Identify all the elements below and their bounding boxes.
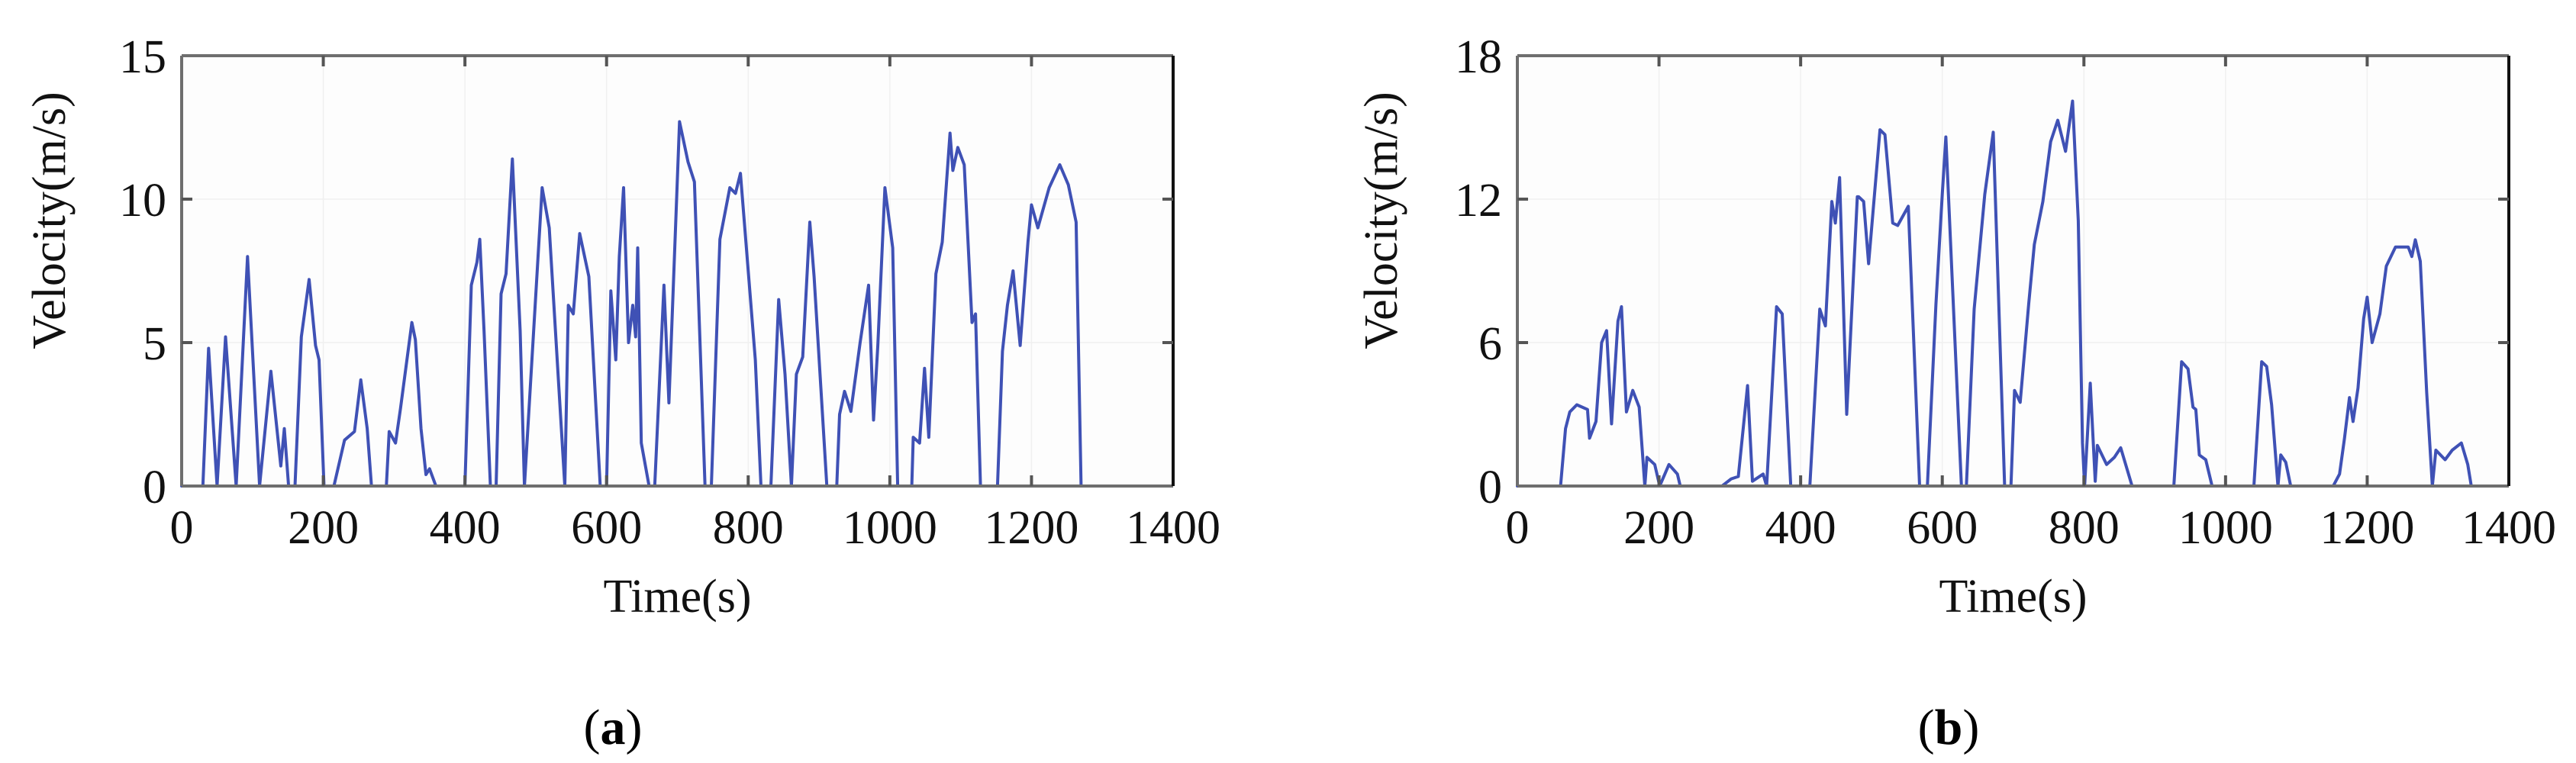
x-tick-label: 400 (1765, 502, 1836, 554)
y-tick-label: 5 (143, 318, 166, 370)
x-tick-label: 800 (713, 502, 784, 554)
caption-close-paren: ) (1962, 700, 1979, 755)
x-axis-label: Time(s) (1939, 571, 2087, 623)
velocity-chart-a: 0 200 400 600 800 1000 1200 1400 0 5 10 15 Time(s) Ve… (24, 31, 1220, 755)
velocity-line (180, 120, 1111, 488)
y-tick-label: 10 (119, 175, 166, 227)
x-tick-label: 1000 (2178, 502, 2273, 554)
caption-open-paren: ( (1918, 700, 1935, 755)
y-tick-label: 12 (1455, 175, 1502, 227)
panel-caption: (b) (1918, 700, 1980, 755)
x-tick-label: 600 (1907, 502, 1978, 554)
caption-letter: b (1935, 700, 1963, 755)
x-axis-label: Time(s) (603, 571, 751, 623)
x-tick-label: 800 (2049, 502, 2120, 554)
y-tick-label: 6 (1478, 318, 1502, 370)
x-tick-label: 1200 (984, 502, 1078, 554)
caption-open-paren: ( (584, 700, 601, 755)
y-tick-label: 18 (1455, 31, 1502, 83)
y-tick-label: 15 (119, 31, 166, 83)
x-tick-label: 1400 (2462, 502, 2556, 554)
x-tick-label: 400 (430, 502, 501, 554)
plot-area (182, 56, 1173, 486)
x-tick-label: 0 (1506, 502, 1530, 554)
y-axis-label: Velocity(m/s) (1356, 92, 1407, 349)
caption-letter: a (601, 700, 626, 755)
x-tick-label: 1000 (843, 502, 937, 554)
y-tick-label: 0 (143, 462, 166, 513)
x-tick-label: 200 (1623, 502, 1694, 554)
y-axis-label: Velocity(m/s) (24, 92, 76, 349)
velocity-chart-b: 0 200 400 600 800 1000 1200 1400 0 6 12 18 Time(s) Ve… (1356, 31, 2556, 755)
x-tick-label: 1200 (2320, 502, 2414, 554)
panel-caption: (a) (584, 700, 643, 755)
x-tick-label: 0 (170, 502, 194, 554)
panel-a: 0 200 400 600 800 1000 1200 1400 0 5 10 15 Time(s) Ve… (24, 31, 1220, 755)
x-tick-label: 600 (571, 502, 642, 554)
x-tick-label: 200 (288, 502, 359, 554)
y-tick-label: 0 (1478, 462, 1502, 513)
panel-b: 0 200 400 600 800 1000 1200 1400 0 6 12 18 Time(s) Ve… (1288, 0, 2576, 763)
x-tick-label: 1400 (1126, 502, 1220, 554)
caption-close-paren: ) (626, 700, 643, 755)
